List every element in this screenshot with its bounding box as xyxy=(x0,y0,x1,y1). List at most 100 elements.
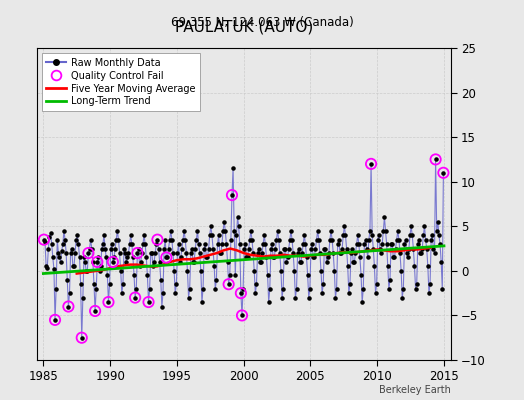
Point xyxy=(285,245,293,252)
Point xyxy=(81,259,89,265)
Point xyxy=(431,156,440,163)
Point xyxy=(400,241,409,247)
Point xyxy=(176,259,184,265)
Point xyxy=(228,192,236,198)
Point xyxy=(389,254,398,261)
Point xyxy=(333,241,342,247)
Point xyxy=(359,286,367,292)
Point xyxy=(130,272,138,278)
Title: PAULATUK (AUTO): PAULATUK (AUTO) xyxy=(174,19,313,34)
Point xyxy=(50,266,58,272)
Point xyxy=(351,250,359,256)
Point xyxy=(143,272,151,278)
Point xyxy=(421,236,430,243)
Point xyxy=(77,281,85,288)
Point xyxy=(220,219,228,225)
Point xyxy=(78,334,86,341)
Point xyxy=(177,254,185,261)
Point xyxy=(80,254,88,261)
Point xyxy=(163,254,172,261)
Point xyxy=(208,232,216,238)
Point xyxy=(331,294,340,301)
Point xyxy=(354,232,362,238)
Point xyxy=(200,245,209,252)
Point xyxy=(379,228,388,234)
Point xyxy=(370,263,379,270)
Point xyxy=(96,263,105,270)
Point xyxy=(222,241,231,247)
Point xyxy=(287,228,295,234)
Point xyxy=(119,281,127,288)
Point xyxy=(323,254,332,261)
Point xyxy=(322,259,331,265)
Point xyxy=(250,268,258,274)
Point xyxy=(225,272,234,278)
Point xyxy=(237,290,245,296)
Point xyxy=(194,241,203,247)
Point xyxy=(265,299,273,305)
Point xyxy=(91,308,99,314)
Point xyxy=(249,250,257,256)
Point xyxy=(315,250,324,256)
Point xyxy=(386,276,394,283)
Point xyxy=(390,254,399,261)
Point xyxy=(84,250,93,256)
Point xyxy=(417,250,425,256)
Point xyxy=(133,250,141,256)
Point xyxy=(296,259,304,265)
Point xyxy=(90,281,98,288)
Point xyxy=(182,250,191,256)
Point xyxy=(341,232,350,238)
Point xyxy=(336,250,344,256)
Point xyxy=(171,290,179,296)
Point xyxy=(294,245,303,252)
Point xyxy=(189,259,197,265)
Point xyxy=(108,259,117,265)
Point xyxy=(219,228,227,234)
Point xyxy=(326,236,334,243)
Point xyxy=(141,241,149,247)
Point xyxy=(327,228,335,234)
Point xyxy=(406,232,414,238)
Point xyxy=(356,254,364,261)
Point xyxy=(317,268,325,274)
Point xyxy=(133,250,141,256)
Point xyxy=(373,281,381,288)
Point xyxy=(104,299,113,305)
Point xyxy=(292,286,301,292)
Point xyxy=(125,241,134,247)
Point xyxy=(268,241,276,247)
Point xyxy=(40,236,48,243)
Point xyxy=(372,290,380,296)
Point xyxy=(349,259,357,265)
Point xyxy=(271,245,280,252)
Point xyxy=(243,254,252,261)
Point xyxy=(78,334,86,341)
Point xyxy=(83,268,92,274)
Point xyxy=(425,290,433,296)
Point xyxy=(307,245,315,252)
Point xyxy=(310,254,319,261)
Point xyxy=(62,250,70,256)
Point xyxy=(267,245,275,252)
Point xyxy=(274,228,282,234)
Point xyxy=(277,268,285,274)
Point xyxy=(52,286,60,292)
Point xyxy=(156,259,164,265)
Point xyxy=(173,250,182,256)
Point xyxy=(427,236,435,243)
Point xyxy=(324,250,333,256)
Point xyxy=(426,281,434,288)
Point xyxy=(414,236,423,243)
Point xyxy=(395,236,403,243)
Point xyxy=(187,250,195,256)
Point xyxy=(54,250,62,256)
Point xyxy=(376,245,384,252)
Point xyxy=(134,245,143,252)
Point xyxy=(375,232,383,238)
Point xyxy=(397,268,406,274)
Point xyxy=(169,250,177,256)
Point xyxy=(257,259,265,265)
Point xyxy=(228,192,236,198)
Point xyxy=(203,254,212,261)
